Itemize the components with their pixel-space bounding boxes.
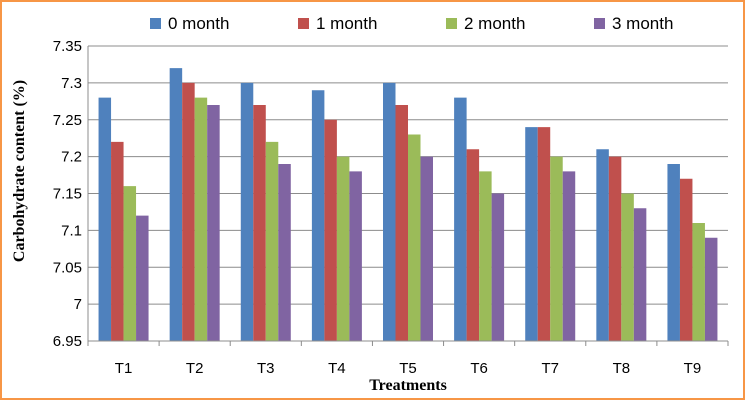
y-tick-label: 7.05	[53, 259, 82, 276]
x-tick-label: T5	[399, 360, 417, 377]
y-tick-label: 7.35	[53, 38, 82, 55]
y-tick-labels: 6.95 7 7.05 7.1 7.15 7.2 7.25 7.3 7.35	[53, 38, 82, 350]
bar-t4-1-month	[324, 119, 337, 341]
y-tick-label: 7.3	[61, 75, 82, 92]
bar-t7-2-month	[550, 156, 563, 341]
x-tick-label: T6	[470, 360, 488, 377]
bar-t4-2-month	[336, 156, 350, 341]
bar-t5-1-month	[395, 105, 408, 341]
x-tick-label: T7	[541, 360, 559, 377]
bar-t6-3-month	[491, 193, 505, 341]
y-tick-label: 7.1	[61, 222, 82, 239]
legend-label: 0 month	[168, 14, 229, 33]
bar-t6-0-month	[454, 97, 467, 341]
legend-swatch	[446, 18, 457, 29]
bar-t7-3-month	[562, 171, 576, 341]
x-tick-labels: T1 T2 T3 T4 T5 T6 T7 T8 T9	[115, 360, 701, 377]
bar-t3-0-month	[240, 82, 254, 341]
legend-label: 2 month	[464, 14, 525, 33]
bar-t8-2-month	[621, 193, 634, 341]
y-tick-label: 7.2	[61, 149, 82, 166]
legend-swatch	[594, 18, 605, 29]
bar-t5-3-month	[420, 156, 433, 341]
legend-label: 3 month	[612, 14, 673, 33]
y-tick-label: 7.15	[53, 186, 82, 203]
bar-t4-3-month	[349, 171, 362, 341]
bar-t9-3-month	[704, 237, 718, 341]
x-tick-label: T1	[115, 360, 133, 377]
x-tick-label: T2	[186, 360, 204, 377]
bar-t2-1-month	[182, 82, 195, 341]
bar-t7-1-month	[537, 127, 551, 341]
legend-swatch	[298, 18, 309, 29]
bar-t1-2-month	[123, 186, 137, 341]
bar-t4-0-month	[311, 90, 325, 341]
bar-t2-3-month	[207, 105, 220, 341]
y-axis-title: Carbohydrate content (%)	[11, 80, 28, 262]
x-tick-label: T9	[684, 360, 702, 377]
y-tick-label: 6.95	[53, 333, 82, 350]
x-tick-label: T4	[328, 360, 346, 377]
bar-t2-2-month	[194, 97, 208, 341]
bar-t3-2-month	[265, 141, 279, 341]
bar-t3-1-month	[253, 105, 266, 341]
legend: 0 month 1 month 2 month 3 month	[150, 14, 673, 33]
bar-t9-0-month	[667, 164, 680, 341]
bar-t9-2-month	[692, 223, 705, 341]
bar-t9-1-month	[679, 178, 693, 341]
bar-t7-0-month	[525, 127, 538, 341]
x-axis-title: Treatments	[369, 377, 447, 394]
bars	[98, 68, 718, 341]
bar-t1-3-month	[136, 215, 149, 341]
legend-swatch	[150, 18, 161, 29]
bar-t6-2-month	[479, 171, 492, 341]
bar-t8-1-month	[608, 156, 622, 341]
x-tick-label: T3	[257, 360, 275, 377]
bar-t6-1-month	[466, 149, 480, 341]
axes	[87, 46, 729, 346]
legend-label: 1 month	[316, 14, 377, 33]
y-tick-label: 7.25	[53, 112, 82, 129]
bar-t2-0-month	[169, 68, 183, 341]
bar-t8-0-month	[596, 149, 609, 341]
x-tick-label: T8	[613, 360, 631, 377]
bar-t1-1-month	[111, 141, 124, 341]
bar-t5-2-month	[408, 134, 421, 341]
y-tick-label: 7	[74, 296, 82, 313]
bar-t5-0-month	[383, 82, 396, 341]
bar-t1-0-month	[98, 97, 112, 341]
bar-t8-3-month	[633, 208, 647, 341]
bar-t3-3-month	[278, 164, 291, 341]
